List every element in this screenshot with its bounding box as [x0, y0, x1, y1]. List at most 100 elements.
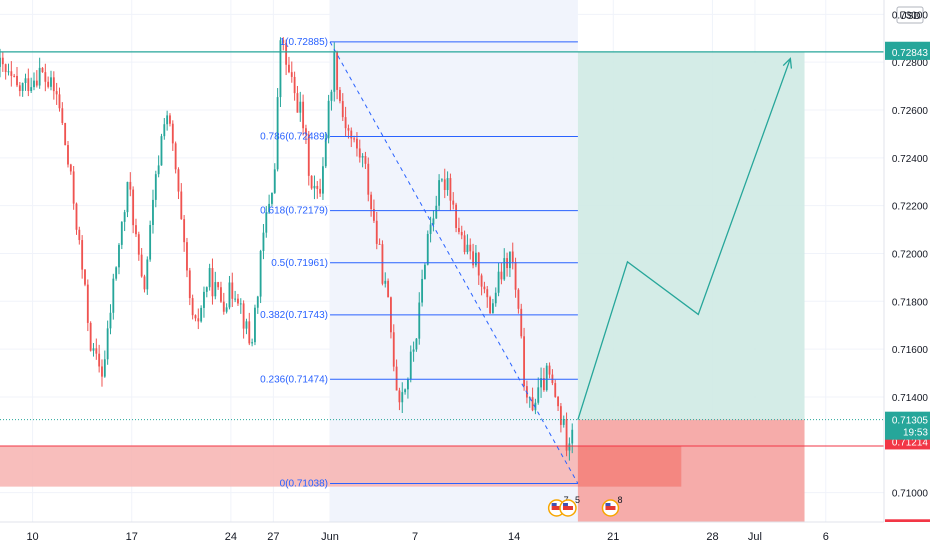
candle[interactable] — [7, 63, 10, 76]
candle[interactable] — [72, 166, 75, 210]
candle[interactable] — [120, 221, 123, 250]
candle[interactable] — [118, 243, 120, 275]
candle[interactable] — [152, 189, 154, 234]
candle[interactable] — [18, 81, 21, 97]
candle[interactable] — [514, 257, 517, 298]
candle[interactable] — [143, 274, 146, 293]
candle[interactable] — [254, 304, 256, 346]
candle[interactable] — [364, 151, 367, 170]
candle[interactable] — [500, 262, 503, 285]
candle[interactable] — [211, 258, 214, 305]
candle[interactable] — [222, 292, 225, 315]
candle[interactable] — [92, 343, 95, 357]
candle[interactable] — [231, 272, 234, 308]
candle[interactable] — [361, 153, 364, 168]
candle[interactable] — [310, 175, 313, 190]
candle[interactable] — [228, 275, 231, 310]
candle[interactable] — [262, 224, 265, 260]
candle[interactable] — [568, 437, 571, 461]
candle[interactable] — [33, 72, 35, 91]
candle[interactable] — [154, 170, 157, 208]
candle[interactable] — [166, 110, 169, 131]
candle[interactable] — [163, 118, 166, 140]
candle[interactable] — [101, 359, 103, 387]
candle[interactable] — [565, 412, 568, 457]
candle[interactable] — [177, 167, 180, 200]
candle[interactable] — [171, 120, 174, 151]
candle[interactable] — [194, 314, 197, 322]
candle[interactable] — [27, 68, 30, 97]
candle[interactable] — [259, 249, 262, 304]
candle[interactable] — [307, 130, 310, 186]
candle[interactable] — [358, 139, 361, 163]
candle[interactable] — [531, 387, 534, 412]
candle[interactable] — [452, 192, 455, 210]
projection-path[interactable] — [577, 58, 791, 420]
candle[interactable] — [98, 344, 101, 373]
candle[interactable] — [443, 168, 446, 199]
candle[interactable] — [248, 312, 251, 346]
candle[interactable] — [424, 262, 426, 280]
candle[interactable] — [293, 71, 296, 101]
candle[interactable] — [457, 217, 460, 235]
candle[interactable] — [225, 303, 228, 314]
price-label[interactable]: 0.72843 — [885, 43, 930, 60]
candle[interactable] — [486, 286, 489, 308]
candle[interactable] — [13, 73, 16, 78]
candle[interactable] — [55, 82, 58, 105]
candle[interactable] — [322, 157, 324, 200]
candle[interactable] — [469, 238, 472, 260]
candle[interactable] — [89, 321, 92, 352]
candle[interactable] — [174, 141, 177, 174]
candle[interactable] — [245, 318, 248, 335]
candle[interactable] — [557, 395, 559, 411]
candle[interactable] — [395, 359, 398, 391]
candle[interactable] — [339, 86, 341, 104]
candle[interactable] — [554, 379, 557, 398]
candle[interactable] — [81, 235, 84, 279]
candle[interactable] — [540, 367, 542, 398]
candle[interactable] — [21, 82, 24, 97]
candle[interactable] — [392, 324, 395, 372]
candle[interactable] — [319, 178, 322, 197]
candle[interactable] — [47, 76, 50, 89]
candle[interactable] — [126, 181, 129, 218]
candle[interactable] — [1, 51, 4, 72]
candle[interactable] — [103, 350, 106, 378]
candle[interactable] — [432, 210, 435, 232]
candle[interactable] — [234, 290, 237, 303]
candle[interactable] — [409, 345, 412, 383]
candle[interactable] — [268, 194, 271, 214]
candle[interactable] — [429, 216, 432, 243]
candle[interactable] — [562, 415, 565, 428]
drawing-lines[interactable] — [0, 51, 884, 447]
candle[interactable] — [35, 70, 38, 88]
candle[interactable] — [426, 230, 429, 266]
candle[interactable] — [542, 367, 545, 392]
candle[interactable] — [571, 423, 574, 454]
candle[interactable] — [38, 57, 41, 89]
candle[interactable] — [373, 199, 375, 223]
candle[interactable] — [494, 287, 497, 307]
candle[interactable] — [282, 37, 285, 51]
candle[interactable] — [180, 183, 183, 220]
candle[interactable] — [273, 163, 276, 194]
candle[interactable] — [378, 238, 381, 245]
candle[interactable] — [545, 362, 548, 392]
candle[interactable] — [483, 281, 486, 294]
candle[interactable] — [191, 294, 194, 320]
candle[interactable] — [511, 242, 514, 270]
candle[interactable] — [200, 305, 203, 323]
candle[interactable] — [78, 226, 81, 245]
candle[interactable] — [4, 63, 7, 80]
candle[interactable] — [208, 263, 211, 291]
candle[interactable] — [41, 67, 44, 73]
candle[interactable] — [214, 271, 217, 300]
candle[interactable] — [438, 174, 441, 211]
candle[interactable] — [327, 94, 330, 144]
candle[interactable] — [50, 70, 52, 91]
support-zone[interactable] — [0, 445, 682, 487]
candle[interactable] — [477, 251, 480, 285]
